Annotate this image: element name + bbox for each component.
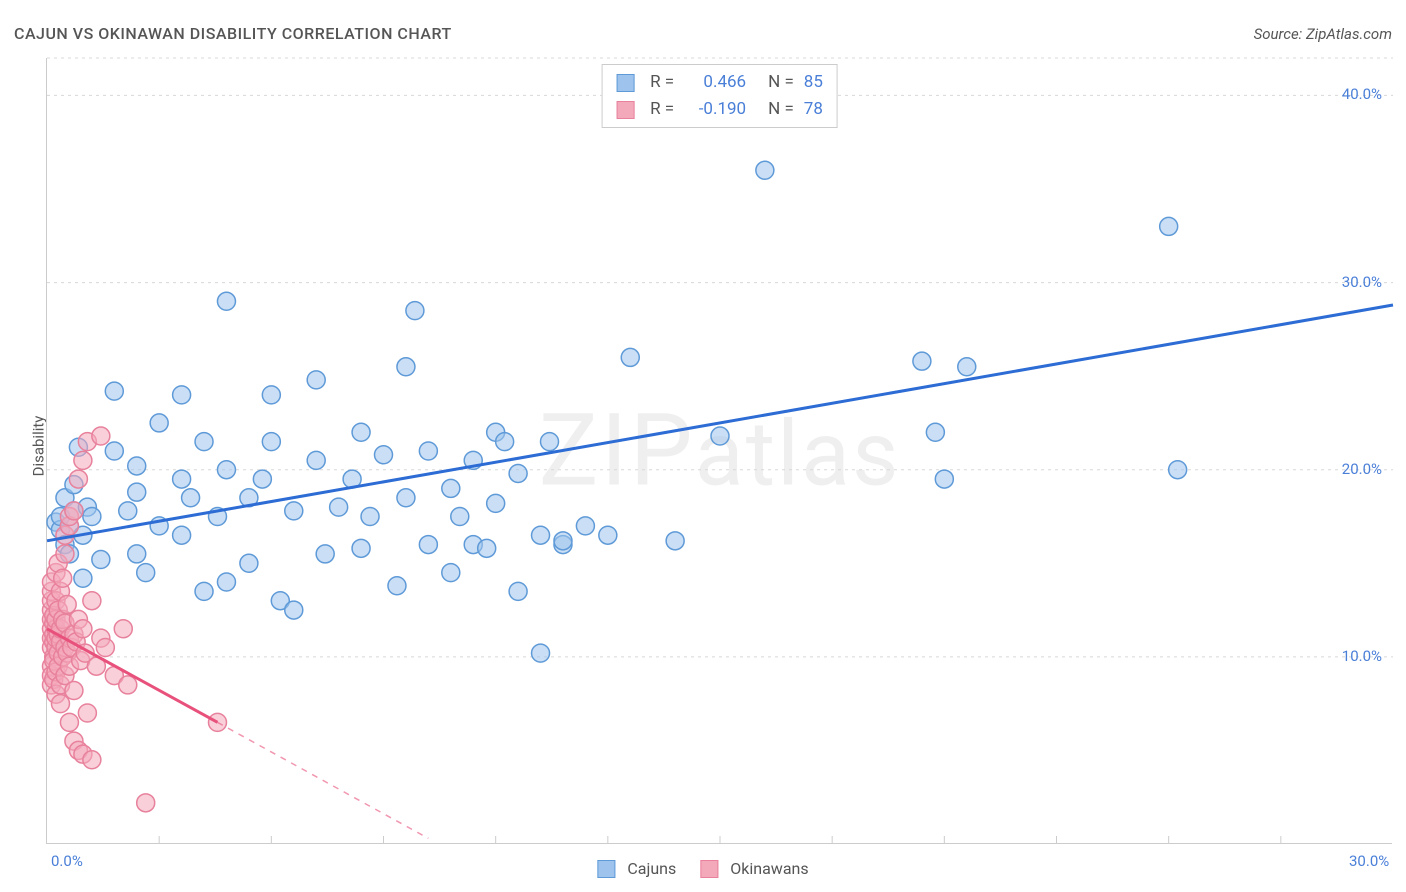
y-tick-label: 20.0% <box>1342 460 1382 478</box>
y-axis-label: Disability <box>29 416 47 477</box>
legend-series-label: Cajuns <box>627 859 676 878</box>
x-tick-label: 30.0% <box>1349 852 1389 870</box>
chart-source: Source: ZipAtlas.com <box>1254 25 1392 43</box>
legend-stats: R = 0.466N = 85R = -0.190N = 78 <box>601 64 838 128</box>
y-tick-label: 10.0% <box>1342 647 1382 665</box>
x-tick-label: 0.0% <box>51 852 83 870</box>
legend-swatch <box>616 74 634 92</box>
y-tick-label: 30.0% <box>1342 273 1382 291</box>
y-tick-label: 40.0% <box>1342 85 1382 103</box>
chart-title: CAJUN VS OKINAWAN DISABILITY CORRELATION… <box>14 24 452 43</box>
scatter-plot: ZIPatlas R = 0.466N = 85R = -0.190N = 78… <box>46 58 1392 844</box>
legend-series-label: Okinawans <box>730 859 808 878</box>
legend-swatch <box>700 860 718 878</box>
legend-swatch <box>597 860 615 878</box>
legend-stat-row: R = -0.190N = 78 <box>616 96 823 123</box>
legend-series-item: Okinawans <box>700 859 808 878</box>
legend-series-item: Cajuns <box>597 859 676 878</box>
legend-series: Cajuns Okinawans <box>597 859 808 878</box>
legend-swatch <box>616 101 634 119</box>
legend-stat-row: R = 0.466N = 85 <box>616 69 823 96</box>
